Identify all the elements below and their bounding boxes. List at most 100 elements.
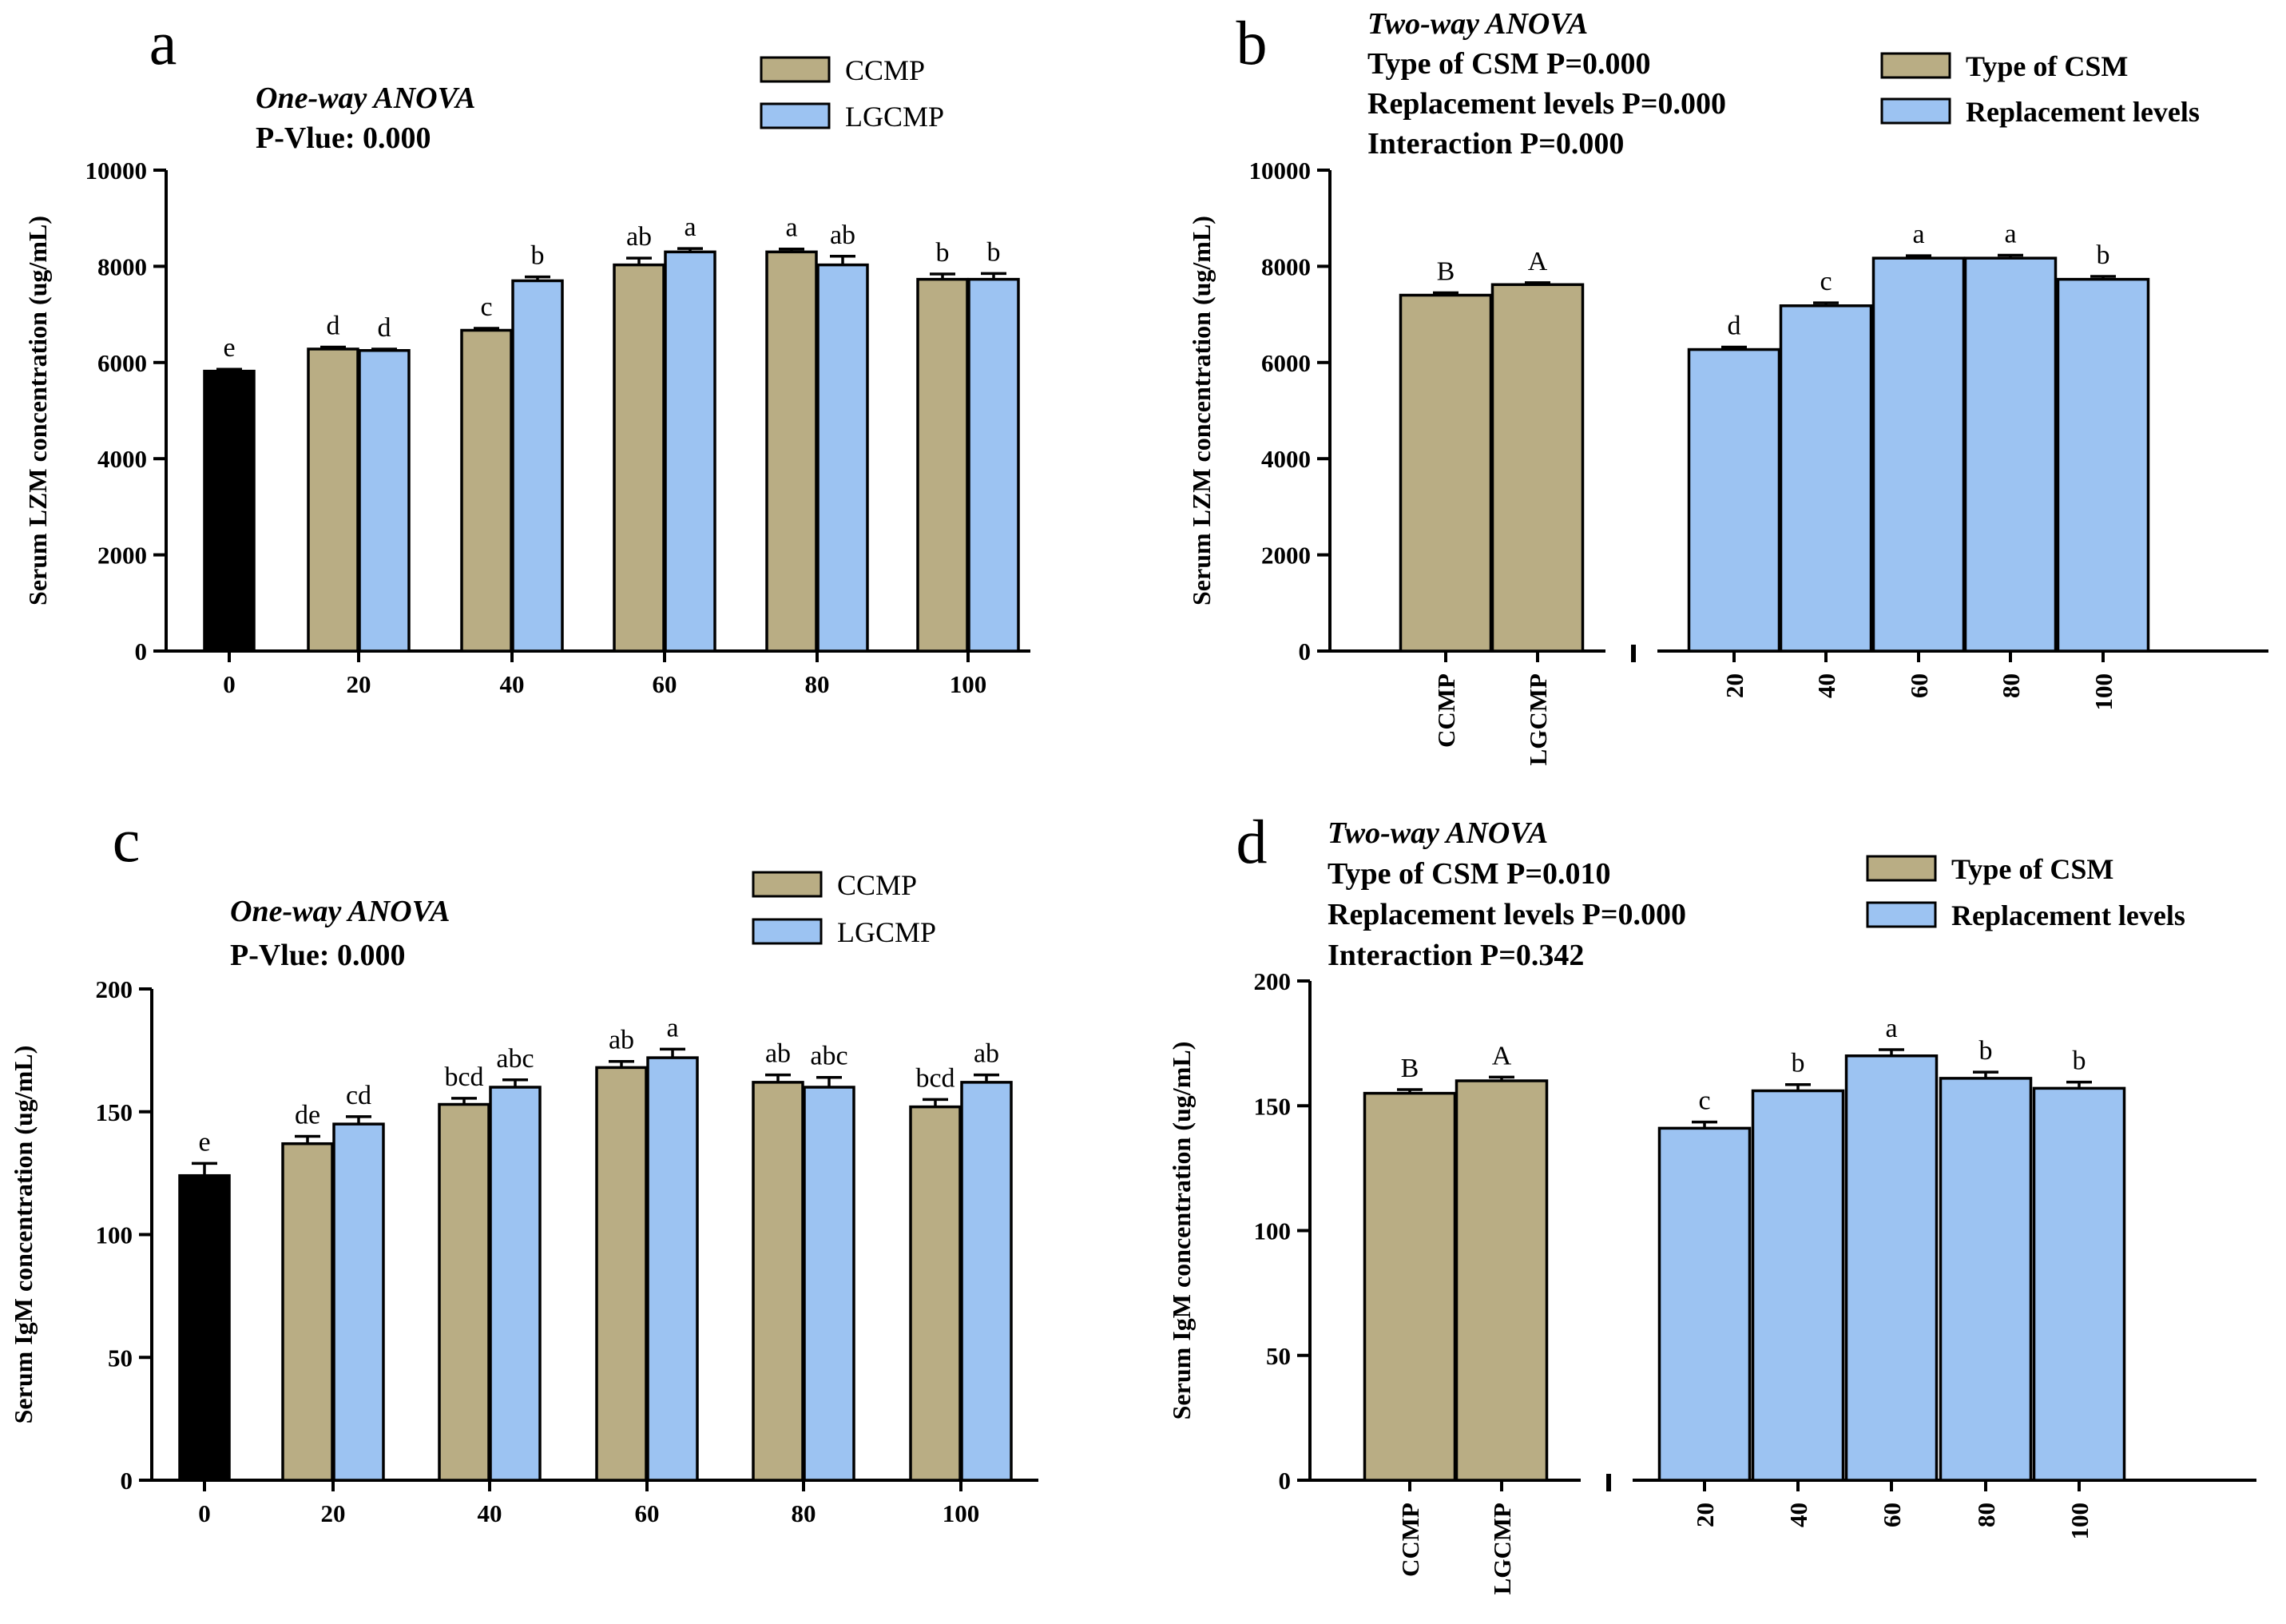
y-tick-label: 10000 — [85, 157, 148, 185]
significance-letter: a — [2004, 220, 2016, 249]
y-tick-label: 0 — [1299, 637, 1312, 665]
y-axis-label: Serum LZM concentration (ug/mL) — [23, 216, 52, 606]
anova-stat: Replacement levels P=0.000 — [1328, 898, 1686, 931]
legend-swatch — [1866, 855, 1937, 882]
significance-letter: a — [684, 212, 696, 242]
bar-lgcmp — [511, 279, 564, 653]
significance-letter: d — [1728, 312, 1741, 341]
x-tick-label: 40 — [500, 670, 525, 698]
x-tick-label: 20 — [1720, 673, 1748, 698]
significance-letter: b — [1979, 1036, 1993, 1066]
bar-ccmp — [613, 263, 665, 653]
legend-swatch — [1880, 52, 1951, 79]
bar-replacement-level — [1687, 347, 1781, 653]
bar-lgcmp — [960, 1081, 1013, 1482]
y-tick-label: 100 — [1254, 1217, 1292, 1245]
bar-control — [203, 369, 256, 653]
significance-letter: a — [1912, 220, 1924, 249]
bar-lgcmp — [803, 1086, 855, 1482]
legend-label: Type of CSM — [1966, 50, 2128, 82]
legend-label: LGCMP — [837, 916, 936, 948]
y-axis-label: Serum IgM concentration (ug/mL) — [1167, 1042, 1196, 1420]
x-tick-label: 80 — [1972, 1503, 2000, 1527]
x-tick-label: 60 — [1905, 673, 1933, 698]
significance-letter: c — [1698, 1086, 1710, 1116]
significance-letter: b — [531, 241, 545, 271]
anova-stat: P-Vlue: 0.000 — [256, 121, 431, 155]
bar-lgcmp — [489, 1086, 542, 1482]
significance-letter: b — [2097, 240, 2110, 270]
significance-letter: e — [198, 1127, 210, 1157]
bar-lgcmp — [358, 349, 411, 653]
x-tick-label: LGCMP — [1524, 673, 1552, 765]
x-tick-label: 20 — [321, 1499, 346, 1527]
legend-swatch — [752, 918, 823, 945]
x-tick-label: 40 — [1784, 1503, 1812, 1527]
anova-stat: Replacement levels P=0.000 — [1367, 87, 1726, 121]
legend-label: CCMP — [845, 54, 925, 86]
chart-panel-b: b Two-way ANOVA Type of CSM P=0.000 Replace… — [1187, 7, 2268, 765]
significance-letter: bcd — [915, 1063, 954, 1093]
y-tick-label: 50 — [108, 1344, 133, 1372]
y-tick-label: 8000 — [1261, 252, 1311, 280]
y-tick-label: 2000 — [97, 542, 147, 570]
x-tick-label: 80 — [805, 670, 830, 698]
y-tick-label: 2000 — [1261, 542, 1311, 570]
bar-lgcmp — [967, 277, 1020, 653]
y-tick-label: 100 — [96, 1221, 133, 1249]
anova-stat: P-Vlue: 0.000 — [230, 939, 406, 972]
legend-label: Type of CSM — [1951, 853, 2113, 885]
anova-stat: Type of CSM P=0.000 — [1367, 47, 1651, 81]
bar-lgcmp — [816, 263, 869, 653]
legend-label: LGCMP — [845, 101, 944, 133]
significance-letter: ab — [974, 1039, 999, 1069]
bar-ccmp — [909, 1105, 962, 1482]
bar-replacement-level — [1939, 1077, 2033, 1482]
legend-swatch — [760, 56, 831, 83]
significance-letter: b — [1792, 1049, 1805, 1078]
x-tick-label: 0 — [223, 670, 236, 698]
significance-letter: ab — [830, 220, 855, 250]
y-tick-label: 6000 — [97, 349, 147, 377]
x-tick-label: 60 — [635, 1499, 660, 1527]
legend-label: Replacement levels — [1951, 899, 2185, 931]
legend-swatch — [752, 871, 823, 898]
anova-title: One-way ANOVA — [256, 81, 476, 115]
y-tick-label: 0 — [135, 637, 148, 665]
x-tick-label: 0 — [198, 1499, 211, 1527]
bar-type-of-csm — [1455, 1079, 1549, 1482]
legend-label: Replacement levels — [1966, 96, 2200, 128]
x-tick-label: 40 — [478, 1499, 502, 1527]
panel-letter: c — [113, 805, 141, 875]
bar-ccmp — [460, 328, 513, 653]
significance-letter: bcd — [444, 1062, 483, 1092]
y-tick-label: 150 — [96, 1098, 133, 1126]
bar-replacement-level — [1779, 304, 1873, 653]
significance-letter: A — [1528, 247, 1548, 276]
bar-replacement-level — [2056, 277, 2150, 653]
significance-letter: B — [1401, 1054, 1419, 1083]
bar-replacement-level — [1751, 1089, 1845, 1482]
significance-letter: d — [378, 313, 391, 343]
y-tick-label: 4000 — [1261, 445, 1311, 473]
x-tick-label: 20 — [347, 670, 371, 698]
x-tick-label: 100 — [2090, 673, 2117, 711]
anova-stat: Type of CSM P=0.010 — [1328, 857, 1611, 891]
significance-letter: b — [987, 237, 1001, 267]
significance-letter: e — [223, 333, 235, 363]
significance-letter: abc — [810, 1042, 847, 1071]
bar-replacement-level — [1871, 256, 1966, 653]
y-tick-label: 10000 — [1249, 157, 1312, 185]
significance-letter: d — [327, 312, 340, 341]
significance-letter: a — [1885, 1014, 1897, 1043]
significance-letter: c — [480, 292, 492, 322]
significance-letter: b — [2073, 1046, 2086, 1076]
legend-swatch — [1880, 97, 1951, 125]
anova-title: Two-way ANOVA — [1367, 7, 1588, 41]
bar-ccmp — [281, 1142, 334, 1482]
anova-stat: Interaction P=0.000 — [1367, 127, 1624, 161]
bar-type-of-csm — [1490, 283, 1585, 653]
chart-panel-c: c One-way ANOVA P-Vlue: 0.000 CCMP LGCMP 0 50 1… — [9, 805, 1038, 1527]
y-tick-label: 0 — [121, 1467, 133, 1495]
